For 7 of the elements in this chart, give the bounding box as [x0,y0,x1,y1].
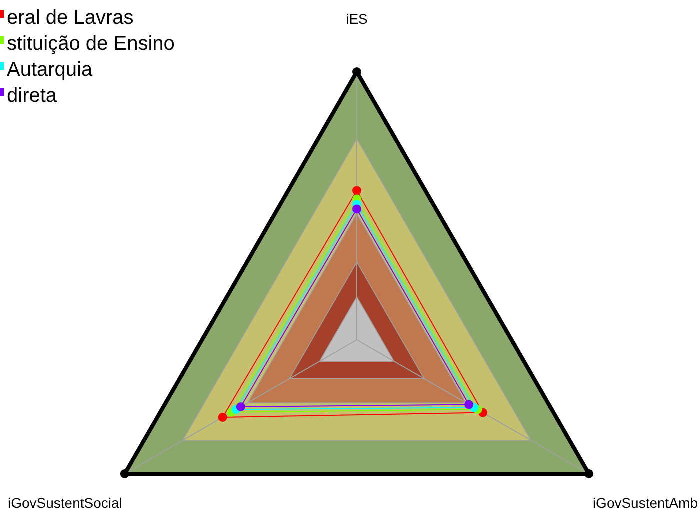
legend-label: direta [7,85,58,107]
spoke-label: iGovSustentAmb [592,495,698,510]
legend-label: stituição de Ensino [7,33,175,55]
legend-label: eral de Lavras [7,7,134,29]
spoke-label: iES [346,11,368,27]
legend-label: Autarquia [7,59,94,81]
spoke-label: iGovSustentSocial [8,495,122,510]
